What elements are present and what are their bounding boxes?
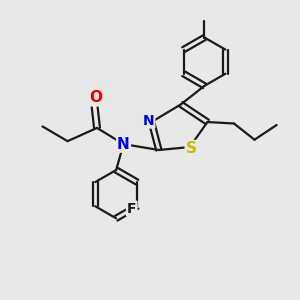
Text: S: S	[186, 141, 197, 156]
Text: F: F	[127, 202, 136, 216]
Text: N: N	[143, 114, 154, 128]
Text: N: N	[117, 136, 130, 152]
Text: O: O	[89, 90, 102, 105]
